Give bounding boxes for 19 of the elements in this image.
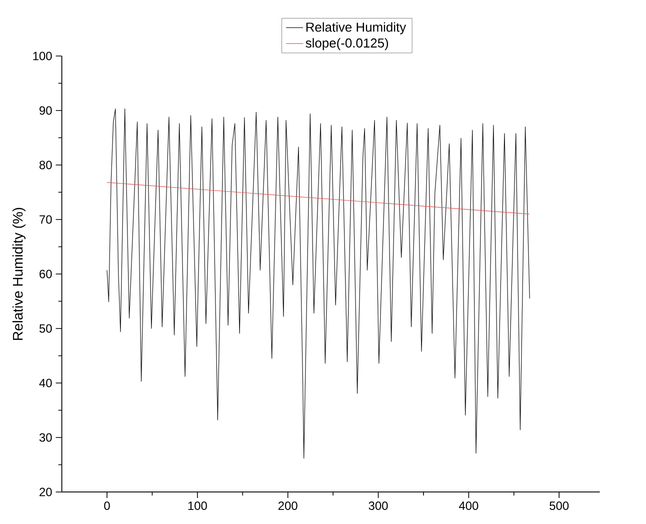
y-tick-label: 60 bbox=[40, 270, 52, 278]
y-tick-label: 80 bbox=[39, 160, 52, 170]
x-tick-label: 200 bbox=[278, 502, 298, 510]
legend-label: Relative Humidity bbox=[306, 22, 406, 34]
y-tick-label: 30 bbox=[39, 433, 52, 442]
y-tick-label: 50 bbox=[39, 324, 52, 333]
y-tick-label: 70 bbox=[40, 215, 52, 224]
y-tick-label: 20 bbox=[40, 488, 52, 496]
y-tick-label: 100 bbox=[33, 52, 52, 60]
x-tick-label: 500 bbox=[550, 502, 569, 510]
y-tick-label: 90 bbox=[40, 106, 52, 115]
y-axis-title: Relative Humidity (%) bbox=[12, 208, 26, 340]
legend-label: slope(-0.0125) bbox=[306, 38, 388, 50]
x-tick-label: 400 bbox=[459, 502, 478, 510]
x-tick-label: 100 bbox=[188, 502, 207, 510]
line-series bbox=[106, 108, 530, 458]
y-tick-label: 40 bbox=[39, 378, 52, 388]
x-tick-label: 0 bbox=[104, 502, 110, 510]
x-tick-label: 300 bbox=[368, 502, 388, 510]
